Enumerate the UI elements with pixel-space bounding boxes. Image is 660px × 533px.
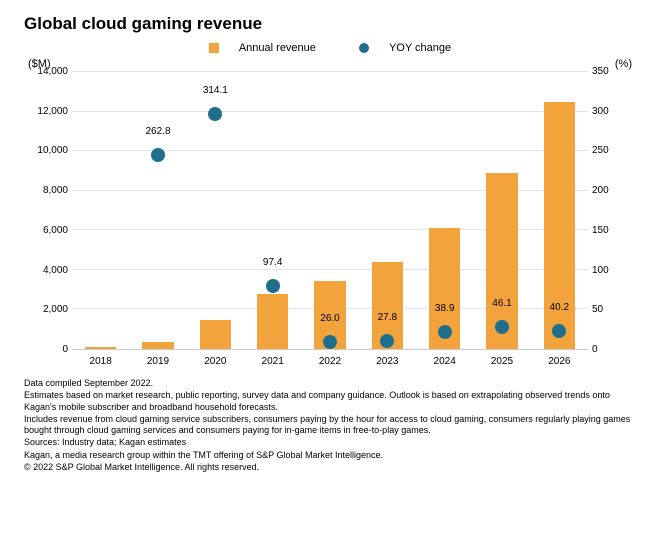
footnote-line: Kagan, a media research group within the… — [24, 450, 636, 461]
footnote-line: Includes revenue from cloud gaming servi… — [24, 414, 636, 437]
x-tick: 2020 — [204, 356, 226, 367]
dot-marker — [495, 320, 509, 334]
y-left-tick: 14,000 — [24, 67, 68, 77]
x-tick: 2019 — [147, 356, 169, 367]
legend-dot: YOY change — [349, 42, 461, 54]
x-tick: 2023 — [376, 356, 398, 367]
x-tick: 2026 — [548, 356, 570, 367]
legend-dot-label: YOY change — [389, 42, 451, 54]
dot-marker — [438, 325, 452, 339]
x-tick: 2021 — [262, 356, 284, 367]
dot-marker — [266, 279, 280, 293]
y-right-tick: 0 — [592, 345, 636, 355]
legend: Annual revenue YOY change — [24, 42, 636, 54]
y-left-tick: 6,000 — [24, 226, 68, 236]
dot-label: 97.4 — [263, 257, 282, 268]
x-tick: 2024 — [434, 356, 456, 367]
gridline — [72, 150, 588, 151]
dot-label: 40.2 — [550, 302, 569, 313]
y-axis-right: 050100150200250300350 — [592, 72, 636, 350]
gridline — [72, 71, 588, 72]
footnote-line: Sources: Industry data; Kagan estimates — [24, 437, 636, 448]
chart: 02,0004,0006,0008,00010,00012,00014,000 … — [24, 72, 636, 372]
legend-bar-label: Annual revenue — [239, 42, 316, 54]
y-left-tick: 0 — [24, 345, 68, 355]
bar — [85, 347, 117, 349]
y-left-tick: 2,000 — [24, 305, 68, 315]
y-right-tick: 200 — [592, 186, 636, 196]
bar — [142, 342, 174, 349]
dot-marker — [380, 334, 394, 348]
y-right-tick: 250 — [592, 146, 636, 156]
y-left-tick: 10,000 — [24, 146, 68, 156]
y-right-tick: 350 — [592, 67, 636, 77]
y-right-tick: 300 — [592, 107, 636, 117]
footnote-line: © 2022 S&P Global Market Intelligence. A… — [24, 462, 636, 473]
x-tick: 2018 — [90, 356, 112, 367]
axis-titles: ($M) (%) — [24, 58, 636, 70]
y-left-tick: 8,000 — [24, 186, 68, 196]
footnote-line: Estimates based on market research, publ… — [24, 390, 636, 413]
footnote-line: Data compiled September 2022. — [24, 378, 636, 389]
chart-title: Global cloud gaming revenue — [24, 14, 636, 34]
x-tick: 2025 — [491, 356, 513, 367]
dot-marker — [208, 107, 222, 121]
bar-swatch — [209, 43, 219, 53]
y-left-tick: 12,000 — [24, 107, 68, 117]
plot-area: 262.8 314.1 97.4 26.0 27.8 38.9 46.1 40.2 — [72, 72, 588, 350]
dot-label: 46.1 — [492, 298, 511, 309]
dot-swatch — [359, 43, 369, 53]
x-tick: 2022 — [319, 356, 341, 367]
y-right-tick: 100 — [592, 266, 636, 276]
bar — [200, 320, 232, 349]
x-axis: 2018 2019 2020 2021 2022 2023 2024 2025 2026 — [72, 352, 588, 372]
legend-bar: Annual revenue — [199, 42, 329, 54]
dot-marker — [323, 335, 337, 349]
dot-label: 262.8 — [145, 126, 170, 137]
dot-label: 27.8 — [378, 312, 397, 323]
bar — [257, 294, 289, 349]
y-axis-left: 02,0004,0006,0008,00010,00012,00014,000 — [24, 72, 68, 350]
footnotes: Data compiled September 2022.Estimates b… — [24, 378, 636, 473]
dot-label: 26.0 — [320, 313, 339, 324]
dot-marker — [151, 148, 165, 162]
dot-marker — [552, 324, 566, 338]
gridline — [72, 111, 588, 112]
y-right-tick: 150 — [592, 226, 636, 236]
y-left-tick: 4,000 — [24, 266, 68, 276]
page: Global cloud gaming revenue Annual reven… — [0, 0, 660, 533]
y-right-tick: 50 — [592, 305, 636, 315]
dot-label: 314.1 — [203, 85, 228, 96]
dot-label: 38.9 — [435, 303, 454, 314]
